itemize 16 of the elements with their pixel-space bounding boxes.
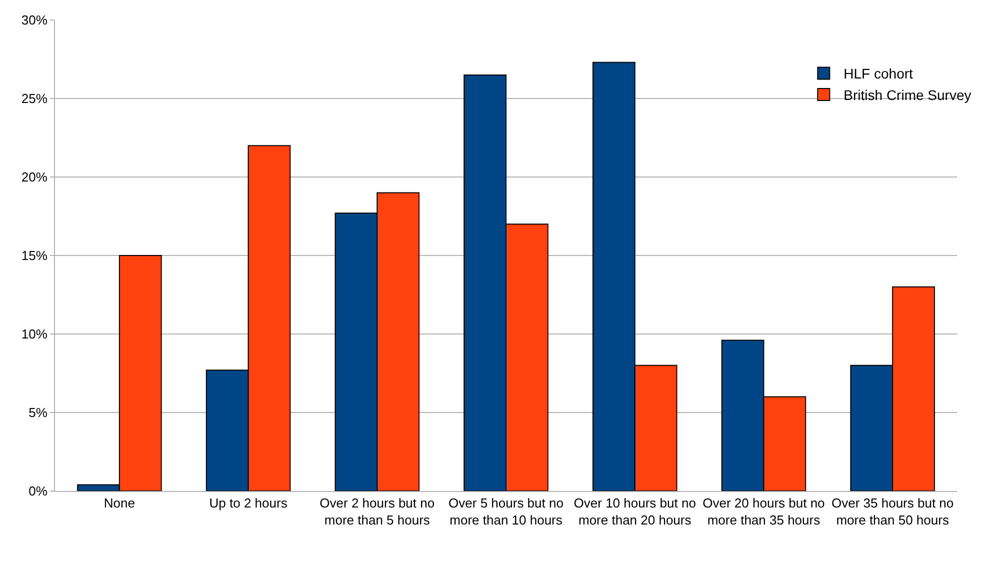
x-tick-label: Over 10 hours but no more than 20 hours xyxy=(574,496,696,528)
y-tick-label: 15% xyxy=(21,248,48,264)
x-tick-label: Up to 2 hours xyxy=(209,496,288,511)
x-tick-label: Over 35 hours but no more than 50 hours xyxy=(832,496,954,528)
y-tick-label: 20% xyxy=(21,170,48,185)
y-tick-label: 25% xyxy=(21,91,48,106)
legend-label: British Crime Survey xyxy=(844,86,972,103)
legend-label: HLF cohort xyxy=(844,66,914,82)
y-tick-label: 5% xyxy=(28,405,48,420)
y-tick-label: 10% xyxy=(21,326,48,342)
y-tick-label: 0% xyxy=(28,484,48,499)
y-tick-label: 30% xyxy=(21,12,48,28)
x-tick-label: Over 5 hours but no more than 10 hours xyxy=(448,496,564,528)
x-tick-label: Over 2 hours but no more than 5 hours xyxy=(320,496,435,528)
x-tick-label: Over 20 hours but no more than 35 hours xyxy=(702,496,825,528)
x-tick-label: None xyxy=(104,496,135,511)
